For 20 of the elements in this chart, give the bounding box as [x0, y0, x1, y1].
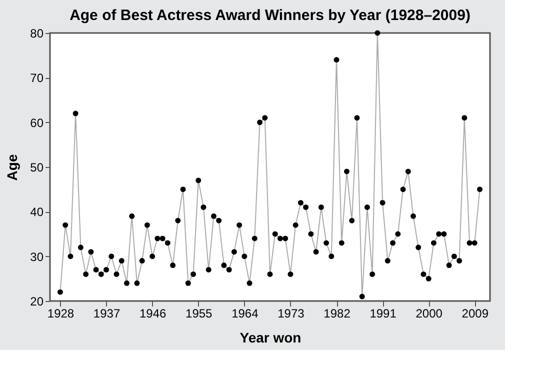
y-tick-label: 20	[30, 294, 44, 308]
x-tick-label: 2000	[416, 306, 443, 320]
y-tick-label: 60	[30, 116, 44, 130]
x-tick-label: 1991	[370, 306, 397, 320]
y-tick-label: 70	[30, 71, 44, 86]
x-tick-label: 1982	[324, 306, 351, 320]
x-tick-label: 1955	[186, 306, 213, 320]
x-tick-label: 1946	[139, 306, 166, 320]
y-tick-label: 80	[30, 26, 44, 40]
y-axis-title: Age	[4, 154, 20, 181]
y-tick-label: 50	[30, 160, 44, 174]
chart-title: Age of Best Actress Award Winners by Year (1928–2009)	[70, 7, 470, 24]
x-tick-label: 1973	[278, 306, 305, 320]
x-tick-label: 1964	[232, 306, 259, 320]
y-tick-label: 30	[30, 250, 44, 264]
x-tick-label: 1928	[47, 306, 74, 320]
x-tick-label: 1937	[93, 306, 120, 320]
x-tick-label: 2009	[462, 306, 489, 320]
x-axis-title: Year won	[240, 330, 302, 346]
y-tick-label: 40	[30, 205, 44, 220]
